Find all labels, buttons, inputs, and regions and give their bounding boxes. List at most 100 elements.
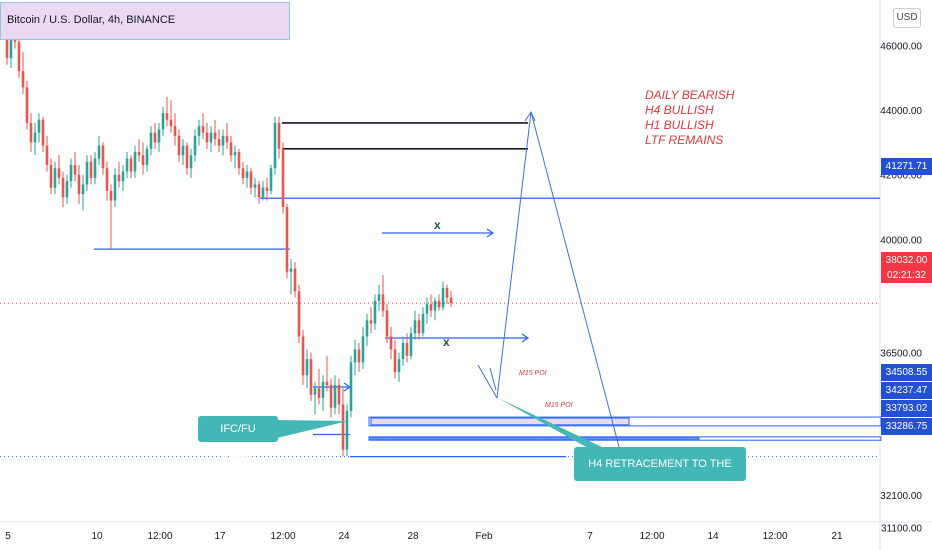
x-tick-label: 7 [587,531,593,542]
candle-body [389,336,393,350]
candle-body [109,190,113,201]
projection-leg-1 [477,364,498,399]
y-tick-label: 32100.00 [880,491,922,502]
symbol-header[interactable]: Bitcoin / U.S. Dollar, 4h, BINANCE [0,2,290,40]
candle-body [313,388,317,395]
currency-button[interactable]: USD [893,8,921,28]
candle-body [429,304,433,311]
candle-body [305,359,309,376]
candle-body [213,132,217,140]
candle-body [329,385,333,408]
candle-body [161,113,165,130]
x-tick-label: 12:00 [270,531,295,542]
candle-body [225,135,229,143]
x-tick-label: 17 [214,531,226,542]
price-tag[interactable]: 33286.75 [881,418,932,435]
candle-body [301,336,305,376]
candle-body [417,320,421,334]
candle-body [89,161,93,178]
candle-body [361,336,365,363]
price-tag[interactable]: 34237.47 [881,382,932,399]
candle-body [217,139,221,146]
candle-body [349,362,353,411]
x-tick-label: 5 [5,531,11,542]
candle-body [401,342,405,360]
candle-body [85,161,89,185]
candle-body [333,385,337,408]
y-tick-label: 36500.00 [880,349,922,360]
price-tag[interactable]: 02:21:32 [881,268,932,283]
y-tick-label: 46000.00 [880,41,922,52]
ifc-callout-pointer [277,420,348,438]
x-mark-bottom: x [443,335,450,349]
candle-body [385,310,389,337]
candle-body [277,122,281,149]
bias-note-ltf: LTF REMAINS [645,133,724,147]
candle-body [153,132,157,143]
candle-body [41,119,45,146]
candle-body [137,152,141,156]
candle-body [293,268,297,292]
candle-body [317,388,321,398]
bias-notes: DAILY BEARISH H4 BULLISH H1 BULLISH LTF … [645,88,734,148]
candle-body [5,22,9,59]
price-tag[interactable]: 38032.00 [881,252,932,269]
candle-body [377,294,381,301]
candle-body [249,171,253,188]
candle-body [101,145,105,169]
candle-body [65,181,69,198]
y-tick-label: 42000.00 [880,171,922,182]
candle-body [133,152,137,172]
candle-body [49,165,53,188]
x-tick-label: 10 [91,531,103,542]
price-tag[interactable]: 33793.02 [881,400,932,417]
candle-body [261,187,265,198]
candle-body [33,132,37,143]
candle-body [229,142,233,156]
h4-retracement-callout[interactable]: H4 RETRACEMENT TO THE UPSIDE [574,447,746,504]
x-tick-label: Feb [475,531,493,542]
candle-body [141,155,145,165]
candle-body [81,184,85,195]
candle-body [369,320,373,324]
candle-body [129,158,133,172]
candle-body [29,122,33,143]
candle-body [169,119,173,127]
candle-body [77,174,81,195]
x-tick-label: 12:00 [147,531,172,542]
candle-body [241,168,245,178]
candle-body [353,349,357,363]
candle-body [425,304,429,314]
candle-body [421,313,425,334]
ifc-candle-callout[interactable]: IFC/FU CANDLE [198,416,278,461]
candle-body [449,297,453,304]
price-tag[interactable]: 34508.55 [881,364,932,381]
x-tick-label: 12:00 [639,531,664,542]
candle-body [189,155,193,169]
candle-body [321,381,325,398]
candle-body [445,287,449,298]
candle-body [265,187,269,191]
x-mark-top: x [434,218,441,232]
x-tick-label: 28 [407,531,419,542]
bias-note-h4: H4 BULLISH [645,103,714,117]
candle-body [17,42,21,72]
x-tick-label: 24 [338,531,350,542]
candle-body [45,145,49,165]
candle-body [341,404,345,450]
candle-body [149,132,153,149]
candle-body [121,171,125,182]
price-tag[interactable]: 41271.71 [881,158,932,175]
poi-box-upper-fill [370,417,630,426]
candle-body [57,168,61,178]
candle-body [357,349,361,363]
candle-body [113,174,117,201]
candle-body [273,122,277,169]
candle-body [117,174,121,182]
candle-body [73,165,77,175]
candle-body [381,294,385,311]
candle-body [297,291,301,337]
candle-body [393,349,397,373]
candle-body [269,168,273,191]
